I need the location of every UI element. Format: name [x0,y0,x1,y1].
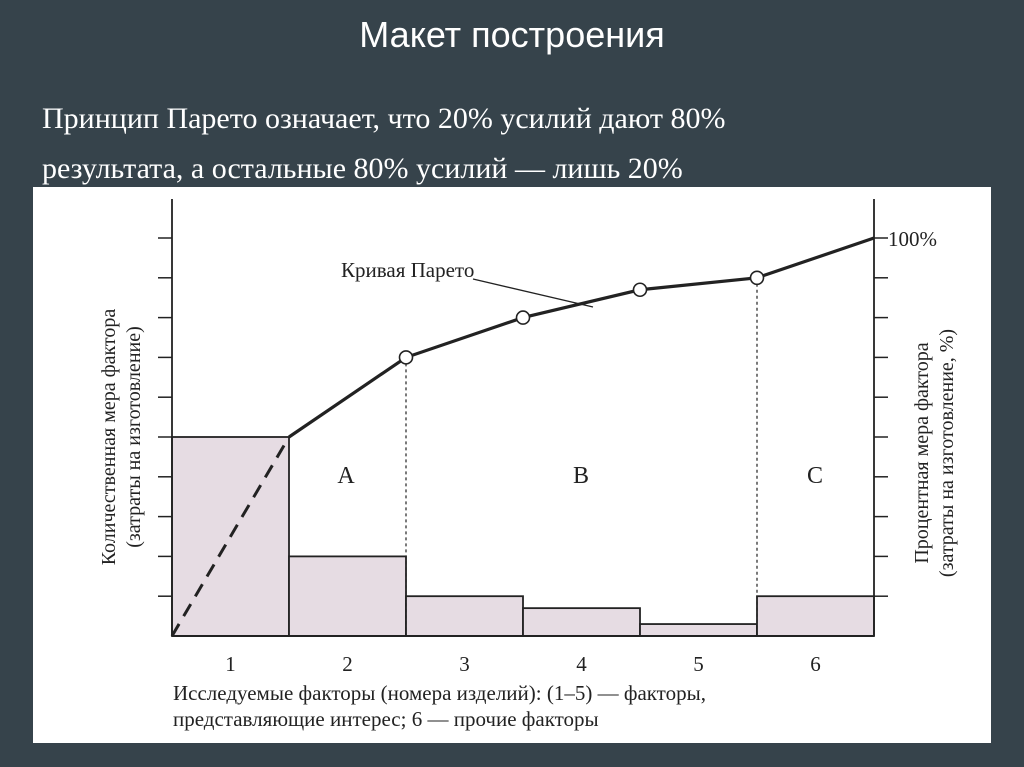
pareto-point-5 [749,270,765,286]
pareto-point-2 [398,350,414,365]
bar-2 [288,555,407,637]
zone-label-a: A [337,463,355,489]
bar-3 [405,595,524,637]
slide-text-line-1: Принцип Парето означает, что 20% усилий … [42,102,726,135]
pareto-chart: A B C Кривая Парето 100% Количественная … [98,199,958,731]
dashed-diagonal-line [170,436,291,637]
pareto-point-3 [515,310,531,325]
bar-5 [639,623,758,637]
pareto-curve-label: Кривая Парето [341,258,474,282]
axes-layer [158,199,888,637]
pareto-point-4 [632,282,648,298]
bars-layer [171,436,875,637]
slide-title: Макет построения [359,14,665,55]
y-axis-label-left-line-1: Количественная мера фактора [98,309,120,566]
slide-text-line-2: результата, а остальные 80% усилий — лиш… [42,152,683,185]
y-axis-label-left-line-2: (затраты на изготовление) [123,326,145,548]
y-axis-label-right-line-1: Процентная мера фактора [911,342,933,563]
zone-label-c: C [807,463,823,489]
pareto-chart-figure: A B C Кривая Парето 100% Количественная … [33,187,991,743]
labels-layer: A B C Кривая Парето 100% Количественная … [98,227,958,731]
y-axis-label-right-line-2: (затраты на изготовление, %) [936,329,958,577]
x-tick-label-6: 6 [810,652,821,676]
x-tick-label-5: 5 [693,652,704,676]
pareto-curve-label-leader [472,278,594,308]
x-tick-label-3: 3 [459,652,470,676]
x-axis-label-line-2: представляющие интерес; 6 — прочие факто… [173,707,599,731]
x-tick-label-1: 1 [225,652,236,676]
bar-4 [522,607,641,637]
bar-6 [756,595,875,637]
zone-label-b: B [573,463,589,489]
right-axis-tick-label-100: 100% [888,227,937,251]
x-tick-label-2: 2 [342,652,353,676]
x-axis-label-line-1: Исследуемые факторы (номера изделий): (1… [173,681,706,705]
guides-layer [170,277,758,637]
slide-text: Принцип Парето означает, что 20% усилий … [42,94,992,194]
x-tick-label-4: 4 [576,652,587,676]
